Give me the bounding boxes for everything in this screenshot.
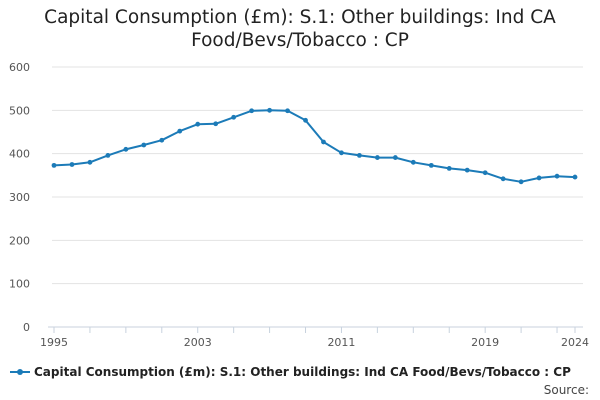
series-line [53, 109, 576, 183]
y-tick-label: 300 [9, 191, 30, 204]
y-tick-label: 200 [9, 234, 30, 247]
x-tick-label: 2003 [184, 336, 212, 349]
data-point [303, 117, 308, 123]
legend-label: Capital Consumption (£m): S.1: Other bui… [34, 365, 571, 379]
data-point [69, 162, 75, 167]
data-point [500, 176, 506, 182]
data-point [464, 167, 470, 173]
data-point [51, 162, 57, 168]
data-point [231, 114, 237, 120]
x-tick-label: 1995 [40, 336, 68, 349]
data-point [159, 137, 165, 143]
legend-swatch-icon [10, 366, 30, 378]
data-point [339, 150, 344, 156]
data-point [267, 107, 272, 113]
y-tick-label: 100 [9, 278, 30, 291]
chart-title-line-2: Food/Bevs/Tobacco : CP [191, 30, 409, 51]
data-point [285, 108, 290, 114]
data-point [195, 121, 201, 127]
data-point [554, 173, 560, 179]
y-tick-label: 0 [23, 321, 30, 334]
data-point [141, 142, 147, 148]
data-point [321, 139, 326, 145]
data-point [536, 175, 542, 181]
data-point [213, 121, 219, 127]
data-point [572, 174, 578, 180]
data-point [249, 108, 255, 114]
chart-title-line-1: Capital Consumption (£m): S.1: Other bui… [44, 7, 556, 28]
data-point [428, 162, 434, 168]
y-tick-label: 500 [9, 104, 30, 117]
data-point [446, 166, 452, 171]
data-point [392, 155, 398, 160]
chart-title: Capital Consumption (£m): S.1: Other bui… [0, 6, 600, 52]
data-point [374, 155, 380, 160]
data-point [87, 159, 93, 165]
y-tick-label: 600 [9, 61, 30, 74]
data-point [123, 146, 129, 152]
data-point [482, 170, 488, 176]
source-label: Source: [543, 383, 589, 397]
x-tick-label: 2019 [471, 336, 499, 349]
data-point [410, 159, 416, 165]
data-point [105, 153, 111, 158]
data-point [518, 179, 524, 185]
data-point [177, 128, 183, 134]
x-tick-label: 2024 [561, 336, 589, 349]
y-tick-label: 400 [9, 148, 30, 161]
legend: Capital Consumption (£m): S.1: Other bui… [10, 364, 571, 380]
data-point [357, 153, 362, 158]
x-tick-label: 2011 [327, 336, 355, 349]
